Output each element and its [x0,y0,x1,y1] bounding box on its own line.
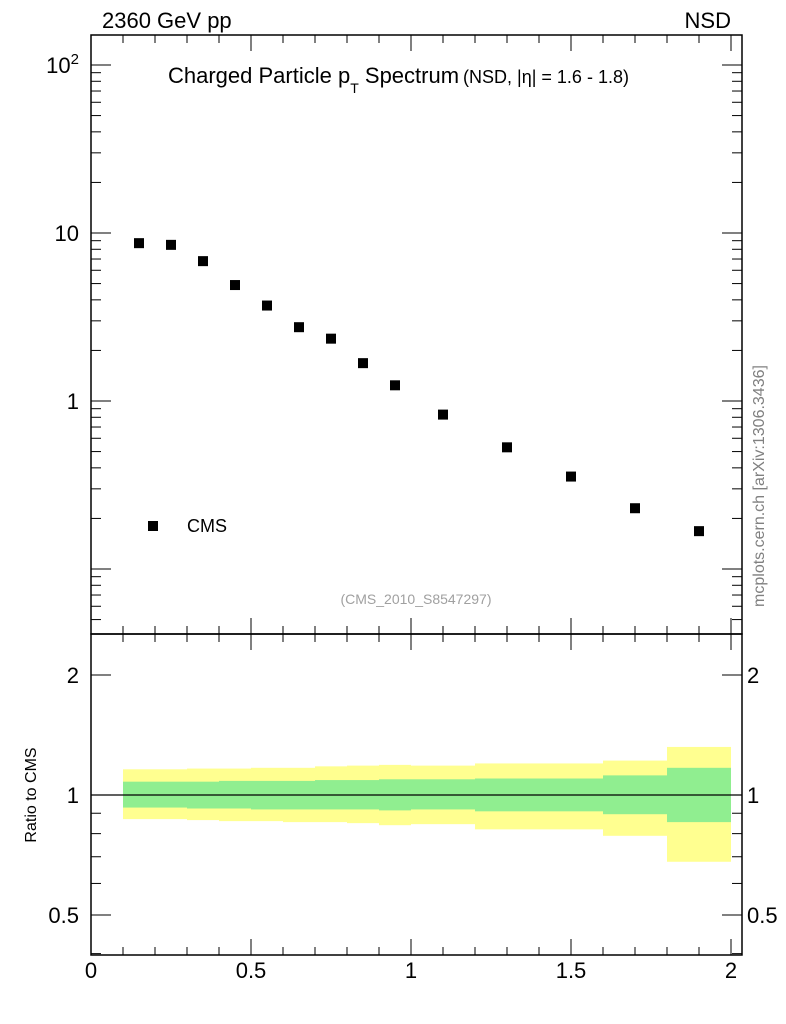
legend-label-cms: CMS [187,516,227,536]
y-tick-label: 2 [67,663,79,688]
chart-title: Charged Particle pT Spectrum (NSD, |η| = … [168,63,629,96]
cms-data-points [134,238,704,537]
data-point [630,503,640,514]
data-point [438,409,448,420]
x-tick-label: 1 [405,958,417,983]
y-tick-label: 1 [67,783,79,808]
legend-marker-cms [148,521,158,531]
x-tick-labels: 0 0.5 1 1.5 2 [85,958,737,983]
y-tick-label-right: 0.5 [747,903,778,928]
data-point [294,322,304,333]
ratio-panel-ticks [90,634,742,955]
data-point [390,380,400,391]
top-panel-y-tick-labels: 1 10 102 [46,51,79,414]
top-panel-ticks [90,35,742,634]
data-point [198,256,208,267]
ratio-panel: 0.5 0.5 1 1 2 2 0 0.5 1 1.5 2 Ratio to CMS [23,633,778,983]
watermark-text: mcplots.cern.ch [arXiv:1306.3436] [751,365,768,607]
data-point [134,238,144,249]
data-point [502,442,512,453]
data-point [326,333,336,344]
energy-label: 2360 GeV pp [102,8,232,33]
y-tick-label: 102 [46,51,79,78]
data-point [230,280,240,291]
data-point [262,300,272,311]
y-tick-label-right: 2 [747,663,759,688]
y-tick-label: 0.5 [48,903,79,928]
y-tick-label-right: 1 [747,783,759,808]
legend: CMS [148,516,227,536]
ratio-uncertainty-bands [123,746,731,862]
ratio-y-axis-label: Ratio to CMS [23,747,40,842]
x-tick-label: 2 [725,958,737,983]
data-point [166,239,176,250]
data-point [566,471,576,482]
spectrum-panel: 1 10 102 Charged Particle pT Spectrum (NSD,… [46,34,743,635]
x-tick-label: 1.5 [556,958,587,983]
ratio-panel-y-tick-labels: 0.5 0.5 1 1 2 2 [48,663,777,928]
process-label: NSD [685,8,731,33]
y-tick-label: 10 [55,221,79,246]
data-point [358,358,368,369]
x-tick-label: 0.5 [236,958,267,983]
analysis-reference: (CMS_2010_S8547297) [341,591,492,607]
ratio-panel-frame [90,633,743,956]
data-point [694,526,704,537]
x-tick-label: 0 [85,958,97,983]
top-panel-frame [90,34,743,635]
y-tick-label: 1 [67,389,79,414]
